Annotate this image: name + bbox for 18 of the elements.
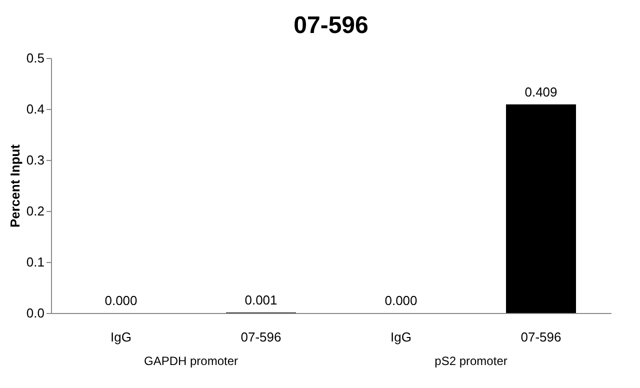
data-label: 0.000 bbox=[104, 293, 138, 308]
x-tick-label: 07-596 bbox=[520, 330, 562, 344]
x-tick-label: 07-596 bbox=[240, 330, 282, 344]
y-axis-title: Percent Input bbox=[7, 144, 22, 228]
y-tick-label: 0.1 bbox=[26, 254, 44, 270]
y-tick-label: 0.5 bbox=[26, 50, 44, 66]
y-tick-label: 0.0 bbox=[26, 306, 44, 320]
y-tick-label: 0.3 bbox=[26, 152, 44, 168]
data-label: 0.001 bbox=[244, 292, 278, 308]
x-tick-label: IgG bbox=[390, 330, 412, 344]
data-label: 0.409 bbox=[524, 84, 558, 100]
text: pS2 promoter bbox=[434, 354, 508, 368]
y-tick-label: 0.2 bbox=[26, 204, 44, 218]
chart-title: 07-596 bbox=[294, 12, 368, 39]
x-tick-label: IgG bbox=[110, 330, 132, 344]
y-tick-label: 0.4 bbox=[26, 102, 44, 116]
text: GAPDH promoter bbox=[144, 354, 238, 368]
data-label: 0.000 bbox=[384, 293, 418, 308]
